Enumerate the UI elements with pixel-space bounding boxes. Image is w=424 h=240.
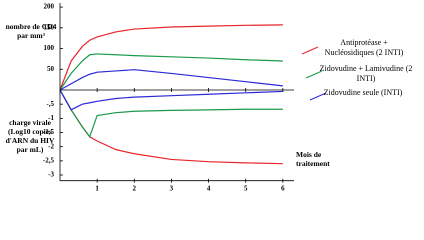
x-axis-title: Mois de traitement (296, 150, 330, 168)
line-series (59, 89, 283, 111)
x-tick-label: 6 (281, 184, 285, 192)
legend-entry: Antiprotéase + Nucléosidiques (2 INTI) (324, 38, 404, 57)
legend-swatch (309, 92, 327, 101)
x-tick-label: 2 (133, 184, 137, 192)
y-tick-label: 200 (44, 3, 55, 11)
y-axis-title: charge virale (Log10 copies d'ARN du HIV… (5, 118, 55, 154)
x-tick-label: 5 (244, 184, 248, 192)
x-tick-label: 3 (170, 184, 174, 192)
y-axis-title: nombre de CD4 par mm³ (5, 22, 57, 40)
legend-swatch (301, 46, 319, 55)
y-tick-label: -2 (48, 142, 54, 150)
chart-canvas: 50 100 150 200 -,5 -1 -1,5 -2 -2,5 -3 1 2 3 4 5 6 (43, 3, 327, 192)
legend-entry: Zidovudine seule (INTI) (323, 88, 403, 97)
line-series (59, 89, 283, 139)
y-tick-label: -2,5 (43, 156, 55, 164)
y-tick-label: -,5 (46, 100, 54, 108)
legend-swatch (305, 70, 323, 79)
y-tick-label: -1,5 (43, 128, 55, 136)
x-tick-label: 1 (95, 184, 99, 192)
y-tick-label: -1 (48, 114, 54, 122)
y-tick-label: -3 (48, 171, 54, 179)
y-tick-label: 50 (47, 65, 55, 73)
x-tick-label: 4 (207, 184, 211, 192)
line-series (59, 69, 283, 91)
chart: 50 100 150 200 -,5 -1 -1,5 -2 -2,5 -3 1 2 3 4 5 6 nombr… (5, 3, 413, 193)
line-series (59, 24, 283, 91)
y-tick-label: 100 (44, 44, 55, 52)
y-tick-label: 150 (44, 23, 55, 31)
legend-entry: Zidovudine + Lamivudine (2 INTI) (319, 64, 413, 83)
line-series (59, 53, 283, 91)
